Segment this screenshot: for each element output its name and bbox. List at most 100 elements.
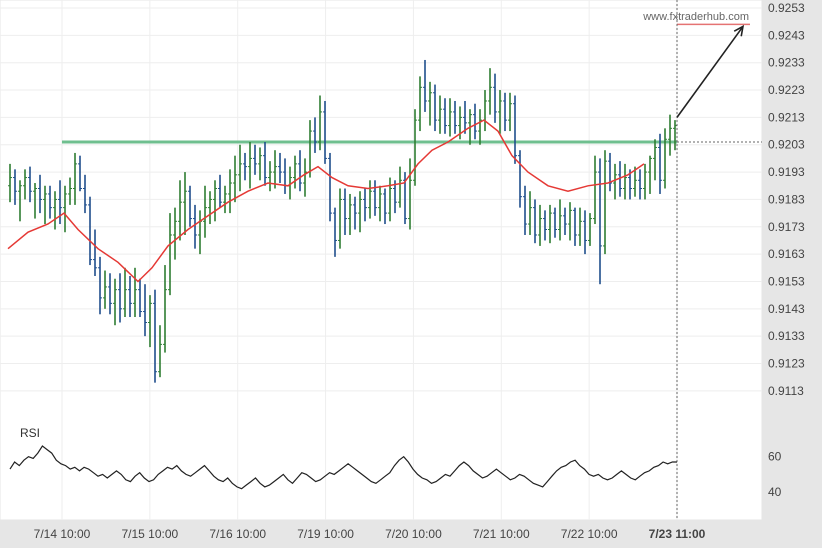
y-tick-label: 0.9123 — [768, 357, 805, 371]
ohlc-bar — [618, 161, 622, 197]
ohlc-bar — [513, 95, 517, 164]
ohlc-bar — [593, 155, 597, 225]
ohlc-bar — [428, 81, 432, 126]
x-axis-ticks: 7/14 10:00 7/15 10:00 7/16 10:00 7/19 10:00… — [34, 527, 706, 541]
y-axis-panel — [762, 0, 822, 548]
y-tick-label: 0.9203 — [768, 138, 805, 152]
ohlc-bar — [213, 180, 217, 222]
ohlc-bar — [83, 174, 87, 214]
ohlc-bar — [438, 95, 442, 134]
ohlc-bar — [383, 188, 387, 225]
ohlc-bar — [553, 207, 557, 238]
ohlc-bar — [328, 152, 332, 222]
ohlc-bar — [608, 152, 612, 192]
ohlc-bar — [58, 180, 62, 225]
ohlc-bar — [528, 191, 532, 235]
ohlc-bar — [133, 267, 137, 318]
ohlc-bar — [173, 207, 177, 260]
ohlc-bars — [8, 59, 677, 383]
grid-lines — [0, 0, 762, 520]
y-tick-label: 0.9143 — [768, 302, 805, 316]
ohlc-bar — [278, 152, 282, 184]
ohlc-bar — [183, 172, 187, 235]
ohlc-bar — [588, 213, 592, 246]
ohlc-bar — [338, 188, 342, 249]
ohlc-bar — [153, 289, 157, 383]
ohlc-bar — [348, 193, 352, 235]
ohlc-bar — [628, 169, 632, 200]
y-tick-label: 0.9223 — [768, 83, 805, 97]
ohlc-bar — [378, 185, 382, 222]
ohlc-bar — [13, 169, 17, 205]
rsi-label: RSI — [20, 426, 40, 440]
ohlc-bar — [48, 185, 52, 219]
ohlc-bar — [123, 267, 127, 318]
y-tick-label: 0.9243 — [768, 28, 805, 42]
ohlc-bar — [633, 166, 637, 197]
ohlc-bar — [598, 158, 602, 285]
ohlc-bar — [18, 180, 22, 222]
ohlc-bar — [533, 199, 537, 244]
rsi-tick-label: 40 — [768, 485, 782, 499]
ohlc-bar — [263, 142, 267, 186]
ohlc-bar — [63, 185, 67, 233]
ohlc-bar — [548, 204, 552, 244]
ohlc-bar — [658, 133, 662, 194]
ohlc-bar — [323, 100, 327, 164]
ohlc-bar — [118, 273, 122, 323]
forecast-arrow-head — [733, 24, 745, 37]
y-tick-label: 0.9173 — [768, 220, 805, 234]
x-tick-label: 7/20 10:00 — [385, 527, 442, 541]
x-tick-label: 7/21 10:00 — [473, 527, 530, 541]
ohlc-bar — [333, 207, 337, 257]
ohlc-bar — [273, 150, 277, 189]
ohlc-bar — [103, 270, 107, 309]
watermark: www.fxtraderhub.com — [642, 11, 749, 23]
ohlc-bar — [563, 207, 567, 235]
ohlc-bar — [358, 191, 362, 233]
ohlc-bar — [128, 276, 132, 318]
ohlc-bar — [293, 155, 297, 189]
ohlc-bar — [518, 150, 522, 208]
x-tick-label: 7/16 10:00 — [209, 527, 266, 541]
ohlc-bar — [163, 265, 167, 353]
ohlc-bar — [353, 196, 357, 230]
ohlc-bar — [343, 188, 347, 235]
ohlc-bar — [538, 204, 542, 246]
ohlc-bar — [663, 128, 667, 189]
ohlc-bar — [228, 169, 232, 214]
ohlc-bar — [523, 185, 527, 235]
ohlc-bar — [578, 207, 582, 246]
ohlc-bar — [653, 139, 657, 181]
ohlc-bar — [433, 84, 437, 132]
ohlc-bar — [258, 147, 262, 181]
ohlc-bar — [33, 183, 37, 219]
ohlc-bar — [43, 185, 47, 225]
ohlc-bar — [613, 163, 617, 200]
y-tick-label: 0.9133 — [768, 329, 805, 343]
ohlc-bar — [568, 202, 572, 241]
forecast-arrow — [676, 25, 744, 118]
ohlc-bar — [498, 90, 502, 134]
ohlc-bar — [493, 73, 497, 123]
ohlc-bar — [28, 166, 32, 203]
ohlc-bar — [373, 180, 377, 216]
ohlc-bar — [558, 199, 562, 241]
ohlc-bar — [303, 158, 307, 197]
x-tick-label-current: 7/23 11:00 — [649, 527, 706, 541]
ohlc-bar — [193, 204, 197, 249]
ohlc-bar — [253, 144, 257, 175]
ohlc-bar — [108, 273, 112, 315]
ohlc-bar — [243, 152, 247, 181]
ohlc-bar — [8, 163, 12, 203]
ohlc-bar — [453, 100, 457, 134]
ohlc-bar — [668, 114, 672, 156]
ohlc-bar — [218, 174, 222, 208]
ohlc-bar — [98, 256, 102, 315]
ohlc-bar — [508, 92, 512, 132]
ohlc-bar — [543, 210, 547, 241]
ohlc-bar — [368, 180, 372, 219]
y-tick-label: 0.9213 — [768, 110, 805, 124]
